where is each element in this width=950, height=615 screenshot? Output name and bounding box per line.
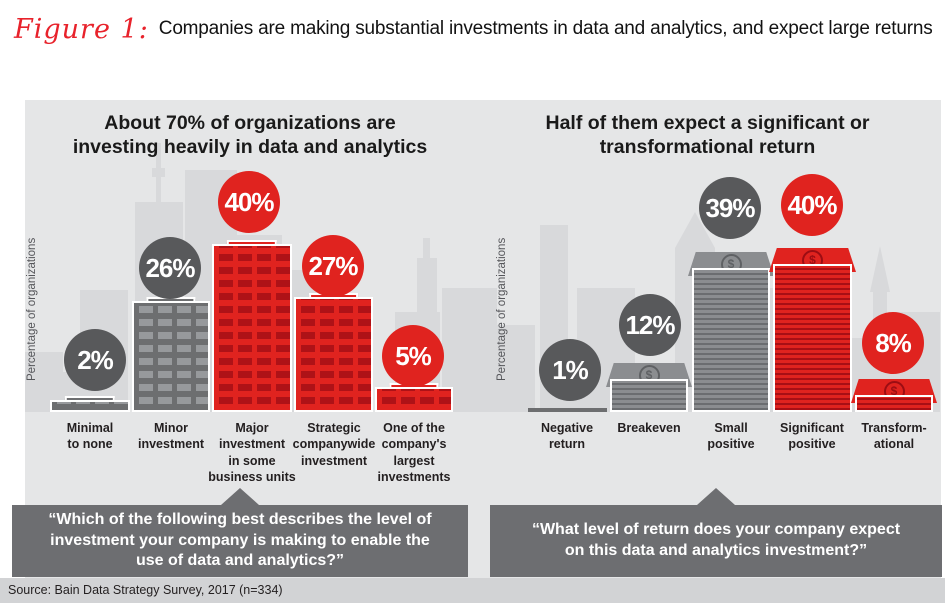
value-badge-40pct: 40% (218, 171, 280, 233)
category-label: Minimal to none (66, 421, 114, 452)
building-bar (212, 244, 292, 412)
figure-number-label: Figure 1: (14, 13, 149, 45)
right-y-axis-label: Percentage of organizations (496, 237, 508, 382)
category-label: Strategic companywide investment (292, 421, 376, 468)
figure-header: Figure 1: Companies are making substanti… (14, 8, 933, 50)
left-survey-question: “Which of the following best describes t… (12, 505, 468, 577)
category-label: Negative return (540, 421, 594, 452)
callout-pointer (221, 488, 259, 505)
category-label: Major investment in some business units (208, 421, 296, 484)
callout-pointer (697, 488, 735, 505)
building-bar (132, 301, 210, 412)
value-badge-27pct: 27% (302, 235, 364, 297)
category-label: Transform- ational (861, 421, 927, 452)
building-bar (294, 297, 373, 412)
value-badge-39pct: 39% (699, 177, 761, 239)
category-label: One of the company's largest investments (377, 421, 451, 484)
money-bar (528, 408, 607, 412)
value-badge-12pct: 12% (619, 294, 681, 356)
value-badge-8pct: 8% (862, 312, 924, 374)
value-badge-2pct: 2% (64, 329, 126, 391)
figure-title: Companies are making substantial investm… (158, 18, 933, 39)
value-badge-1pct: 1% (539, 339, 601, 401)
right-survey-question: “What level of return does your company … (490, 505, 942, 577)
category-label: Breakeven (617, 421, 681, 435)
building-bar (50, 400, 130, 412)
source-note: Source: Bain Data Strategy Survey, 2017 … (8, 583, 283, 597)
money-stack-bar (773, 264, 852, 412)
category-label: Significant positive (780, 421, 844, 452)
value-badge-5pct: 5% (382, 325, 444, 387)
value-badge-26pct: 26% (139, 237, 201, 299)
source-band: Source: Bain Data Strategy Survey, 2017 … (0, 578, 945, 603)
right-chart-title: Half of them expect a significant or tra… (545, 112, 870, 158)
category-label: Small positive (707, 421, 755, 452)
money-stack-bar (692, 268, 770, 412)
category-label: Minor investment (138, 421, 204, 452)
money-stack-bar (855, 395, 933, 412)
building-bar (375, 387, 453, 412)
money-stack-bar (610, 379, 688, 412)
left-chart-title: About 70% of organizations are investing… (72, 112, 428, 158)
left-y-axis-label: Percentage of organizations (26, 237, 38, 382)
value-badge-40pct: 40% (781, 174, 843, 236)
